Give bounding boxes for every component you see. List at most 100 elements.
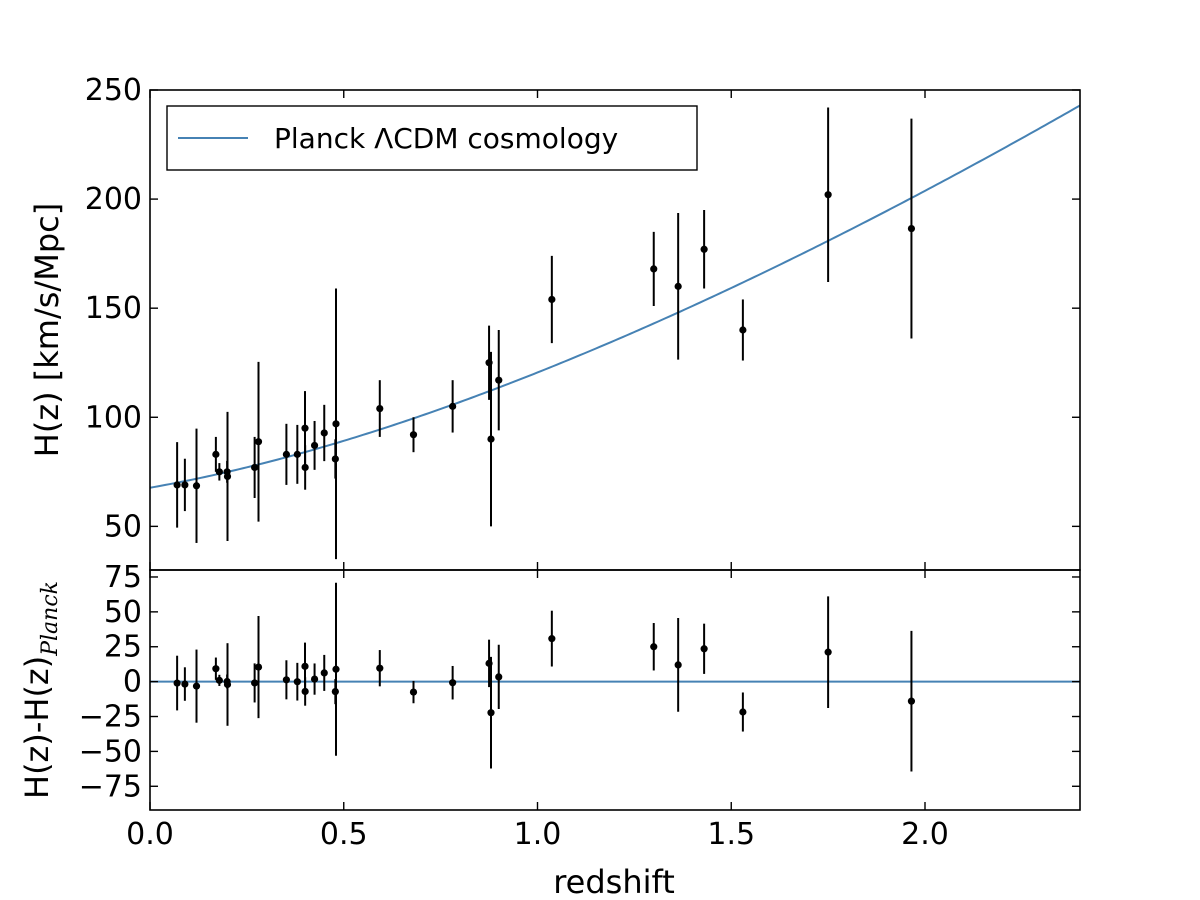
- residual-point: [332, 582, 340, 756]
- top-y-tick-label: 50: [104, 509, 142, 544]
- residual-marker: [282, 676, 290, 684]
- residual-marker: [310, 675, 319, 683]
- residual-marker: [301, 687, 309, 696]
- residual-point: [376, 650, 384, 687]
- data-marker: [223, 472, 232, 480]
- bottom-panel-frame: [149, 569, 1081, 811]
- residual-point: [907, 630, 916, 772]
- x-tick-label: 1.5: [707, 817, 755, 852]
- residual-marker: [181, 680, 189, 688]
- residual-point: [650, 623, 658, 671]
- residual-point: [254, 616, 263, 719]
- residual-marker: [409, 688, 418, 696]
- data-marker: [487, 435, 495, 443]
- residual-marker: [650, 643, 658, 651]
- data-point: [548, 255, 556, 344]
- data-marker: [310, 441, 319, 450]
- top-x-ticks: [149, 90, 926, 570]
- data-marker: [282, 450, 290, 458]
- data-marker: [739, 326, 747, 334]
- legend-label: Planck ΛCDM cosmology: [274, 122, 618, 155]
- bottom-y-tick-label: 0: [123, 665, 142, 700]
- data-marker: [674, 282, 682, 290]
- top-y-axis-label: H(z) [km/s/Mpc]: [28, 203, 66, 457]
- residual-point: [223, 643, 232, 726]
- data-marker: [409, 431, 418, 439]
- bottom-y-tick-label: 25: [104, 630, 142, 665]
- data-marker: [650, 265, 658, 273]
- residual-marker: [907, 697, 916, 705]
- residual-point: [173, 655, 181, 711]
- residual-marker: [192, 682, 201, 690]
- data-point: [907, 118, 916, 339]
- residual-point: [320, 654, 328, 691]
- bottom-y-axis-label-main: H(z)-H(z): [18, 656, 56, 799]
- bottom-y-axis-label-subscript: Planck: [38, 581, 63, 657]
- data-marker: [293, 450, 301, 458]
- x-tick-label: 1.0: [514, 817, 562, 852]
- data-point: [320, 404, 328, 462]
- residual-point: [310, 663, 319, 695]
- data-point: [376, 380, 384, 437]
- residual-points-layer: [173, 582, 916, 772]
- bottom-y-tick-label: −75: [79, 769, 142, 804]
- residual-point: [548, 610, 556, 667]
- data-point: [254, 361, 263, 522]
- residual-point: [449, 665, 457, 700]
- data-point: [212, 436, 220, 472]
- residual-marker: [449, 679, 457, 687]
- x-tick-label: 2.0: [901, 817, 949, 852]
- residual-marker: [824, 648, 832, 656]
- residual-point: [495, 644, 503, 709]
- data-point: [301, 445, 309, 490]
- residual-marker: [739, 708, 747, 716]
- x-tick-label: 0.5: [320, 817, 368, 852]
- residual-marker: [212, 665, 220, 673]
- residual-point: [409, 680, 418, 704]
- residual-marker: [332, 665, 340, 673]
- data-point: [173, 442, 181, 528]
- residual-marker: [674, 661, 682, 669]
- residual-point: [487, 656, 495, 769]
- residual-point: [739, 692, 747, 732]
- data-marker: [251, 463, 259, 472]
- data-point: [293, 424, 301, 484]
- data-point: [223, 411, 232, 541]
- data-marker: [254, 438, 263, 446]
- data-marker: [320, 429, 328, 437]
- data-point: [700, 210, 708, 289]
- residual-marker: [548, 635, 556, 643]
- data-point: [181, 458, 189, 512]
- legend-box: [166, 105, 698, 171]
- bottom-y-tick-label: −25: [79, 700, 142, 735]
- data-point: [409, 417, 418, 453]
- data-point: [282, 423, 290, 485]
- top-y-tick-label: 200: [85, 182, 142, 217]
- residual-marker: [320, 669, 328, 677]
- bottom-y-tick-label: 75: [104, 560, 142, 595]
- top-y-tick-label: 100: [85, 400, 142, 435]
- residual-point: [215, 674, 223, 686]
- residual-marker: [495, 673, 503, 681]
- residual-point: [674, 618, 682, 712]
- x-tick-label: 0.0: [126, 817, 174, 852]
- residual-point: [212, 657, 220, 680]
- residual-point: [192, 649, 201, 723]
- residual-marker: [301, 662, 309, 670]
- data-point: [824, 107, 832, 282]
- data-marker: [907, 224, 916, 233]
- data-point: [332, 288, 340, 560]
- data-marker: [376, 404, 384, 413]
- data-point: [487, 351, 495, 527]
- data-point: [650, 231, 658, 306]
- top-points-layer: [173, 107, 916, 560]
- data-marker: [192, 482, 201, 490]
- residual-point: [301, 677, 309, 706]
- data-marker: [548, 295, 556, 304]
- data-marker: [700, 245, 708, 253]
- residual-marker: [700, 645, 708, 653]
- data-point: [215, 463, 223, 481]
- residual-marker: [173, 679, 181, 687]
